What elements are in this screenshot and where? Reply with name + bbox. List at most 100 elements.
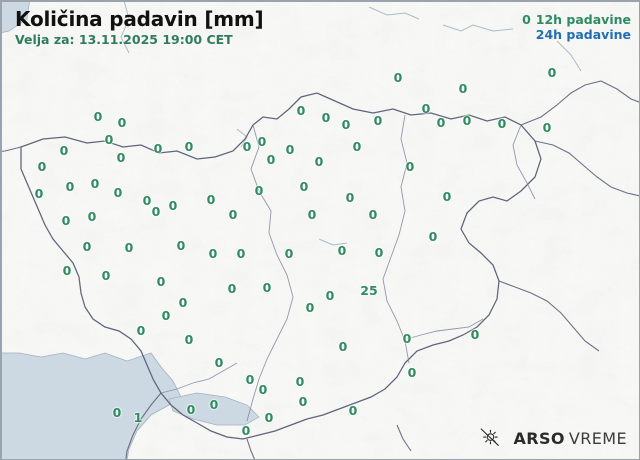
station-value-marker[interactable]: 0 — [462, 113, 472, 128]
station-value-marker[interactable]: 0 — [348, 403, 358, 418]
station-value-marker[interactable]: 0 — [161, 308, 171, 323]
station-value-marker[interactable]: 0 — [82, 239, 92, 254]
valid-time-label: Velja za: 13.11.2025 19:00 CET — [15, 32, 233, 47]
station-value-marker[interactable]: 0 — [442, 189, 452, 204]
station-value-marker[interactable]: 0 — [168, 198, 178, 213]
station-value-marker[interactable]: 0 — [113, 185, 123, 200]
station-value-marker[interactable]: 0 — [153, 141, 163, 156]
station-value-marker[interactable]: 0 — [341, 117, 351, 132]
station-value-marker[interactable]: 0 — [236, 246, 246, 261]
station-value-marker[interactable]: 0 — [62, 263, 72, 278]
station-value-marker[interactable]: 0 — [65, 179, 75, 194]
station-value-marker[interactable]: 0 — [338, 339, 348, 354]
station-value-marker[interactable]: 0 — [314, 154, 324, 169]
station-value-marker[interactable]: 0 — [37, 159, 47, 174]
station-value-marker[interactable]: 0 — [497, 116, 507, 131]
station-value-marker[interactable]: 0 — [258, 382, 268, 397]
station-value-marker[interactable]: 0 — [112, 405, 122, 420]
station-value-marker[interactable]: 0 — [142, 193, 152, 208]
station-value-marker[interactable]: 0 — [296, 103, 306, 118]
station-value-marker[interactable]: 0 — [104, 132, 114, 147]
station-value-marker[interactable]: 0 — [373, 113, 383, 128]
station-value-marker[interactable]: 0 — [34, 186, 44, 201]
station-value-marker[interactable]: 0 — [325, 288, 335, 303]
brand-text: ARSO VREME — [513, 429, 627, 448]
station-value-marker[interactable]: 0 — [542, 120, 552, 135]
station-value-marker[interactable]: 0 — [228, 207, 238, 222]
station-value-marker[interactable]: 0 — [295, 374, 305, 389]
station-value-marker[interactable]: 0 — [176, 238, 186, 253]
station-value-marker[interactable]: 0 — [254, 183, 264, 198]
station-value-marker[interactable]: 0 — [151, 204, 161, 219]
station-value-marker[interactable]: 0 — [374, 245, 384, 260]
slovenia-border — [20, 92, 542, 440]
station-value-marker[interactable]: 0 — [245, 372, 255, 387]
page-title: Količina padavin [mm] — [15, 7, 264, 31]
northwest-water — [1, 1, 30, 34]
station-value-marker[interactable]: 0 — [136, 323, 146, 338]
station-value-marker[interactable]: 0 — [428, 229, 438, 244]
station-value-marker[interactable]: 0 — [87, 209, 97, 224]
station-value-marker[interactable]: 0 — [421, 101, 431, 116]
station-value-marker[interactable]: 0 — [116, 150, 126, 165]
station-value-marker[interactable]: 0 — [93, 109, 103, 124]
station-value-marker[interactable]: 0 — [307, 207, 317, 222]
legend-label-12h: 12h padavine — [535, 12, 631, 27]
brand-vreme: VREME — [568, 428, 627, 448]
station-value-marker[interactable]: 0 — [436, 115, 446, 130]
station-value-marker[interactable]: 0 — [266, 152, 276, 167]
brand-arso: ARSO — [513, 428, 565, 448]
station-value-marker[interactable]: 0 — [156, 274, 166, 289]
legend-swatch-12h: 0 — [522, 12, 531, 27]
station-value-marker[interactable]: 0 — [284, 246, 294, 261]
station-value-marker[interactable]: 0 — [470, 327, 480, 342]
station-value-marker[interactable]: 0 — [285, 142, 295, 157]
station-value-marker[interactable]: 0 — [458, 81, 468, 96]
station-value-marker[interactable]: 0 — [547, 65, 557, 80]
station-value-marker[interactable]: 0 — [61, 213, 71, 228]
station-value-marker[interactable]: 0 — [242, 139, 252, 154]
station-value-marker[interactable]: 0 — [368, 207, 378, 222]
legend-label-24h: 24h padavine — [535, 27, 631, 42]
map-header: Količina padavin [mm] Velja za: 13.11.20… — [15, 7, 264, 48]
station-value-marker[interactable]: 0 — [321, 110, 331, 125]
station-value-marker[interactable]: 0 — [402, 331, 412, 346]
station-value-marker[interactable]: 0 — [299, 179, 309, 194]
station-value-marker[interactable]: 0 — [208, 246, 218, 261]
station-value-marker[interactable]: 25 — [360, 283, 378, 298]
station-value-marker[interactable]: 0 — [227, 281, 237, 296]
station-value-marker[interactable]: 0 — [186, 402, 196, 417]
legend: 0 12h padavine 24h padavine — [522, 12, 631, 42]
station-value-marker[interactable]: 0 — [257, 134, 267, 149]
station-value-marker[interactable]: 0 — [184, 332, 194, 347]
sun-slash-icon — [481, 428, 500, 446]
station-value-marker[interactable]: 0 — [184, 139, 194, 154]
station-value-marker[interactable]: 0 — [90, 176, 100, 191]
station-value-marker[interactable]: 0 — [407, 365, 417, 380]
station-value-marker[interactable]: 0 — [393, 70, 403, 85]
station-value-marker[interactable]: 0 — [352, 139, 362, 154]
station-value-marker[interactable]: 0 — [241, 423, 251, 438]
station-value-marker[interactable]: 0 — [337, 243, 347, 258]
station-value-marker[interactable]: 0 — [124, 240, 134, 255]
adriatic-sea — [1, 352, 182, 459]
region-boundaries — [160, 114, 536, 422]
station-value-marker[interactable]: 0 — [262, 280, 272, 295]
station-value-marker[interactable]: 0 — [298, 394, 308, 409]
station-value-marker[interactable]: 0 — [178, 295, 188, 310]
station-value-marker[interactable]: 0 — [405, 159, 415, 174]
station-value-marker[interactable]: 0 — [117, 115, 127, 130]
station-value-marker[interactable]: 1 — [133, 410, 143, 425]
station-value-marker[interactable]: 0 — [264, 410, 274, 425]
station-value-marker[interactable]: 0 — [101, 268, 111, 283]
station-value-marker[interactable]: 0 — [305, 300, 315, 315]
station-value-marker[interactable]: 0 — [206, 192, 216, 207]
station-value-marker[interactable]: 0 — [59, 143, 69, 158]
station-value-marker[interactable]: 0 — [345, 190, 355, 205]
arso-vreme-logo[interactable]: ARSO VREME — [479, 427, 627, 449]
station-value-marker[interactable]: 0 — [214, 355, 224, 370]
station-value-marker[interactable]: 0 — [209, 397, 219, 412]
